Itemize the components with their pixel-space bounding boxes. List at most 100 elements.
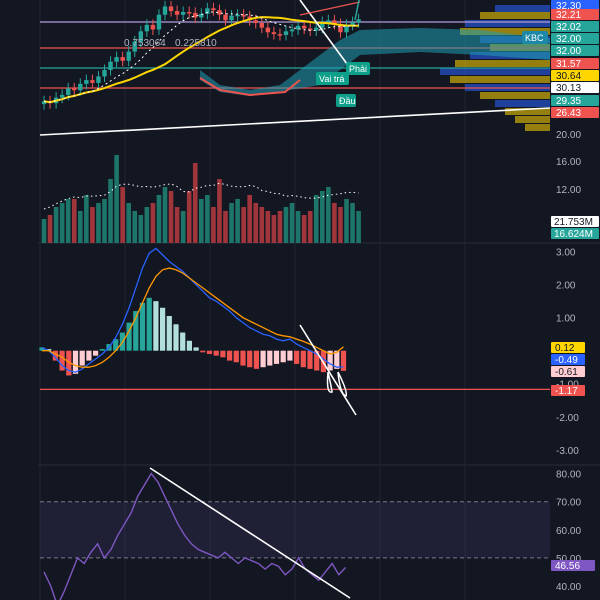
volume-profile-bar [460,28,550,35]
price-tag-value: 31.57 [556,59,581,70]
macd-value: 0.12 [555,343,575,354]
candle-body [205,8,210,14]
macd-value-tag [551,342,585,353]
volume-bar [47,215,53,243]
macd-histogram-bar [220,350,226,358]
volume-bar [162,187,168,243]
candle-body [223,14,228,21]
macd-histogram-bar [59,350,65,371]
candle-body [168,6,174,12]
ichimoku-cloud [200,28,550,96]
macd-histogram-bar [193,347,199,351]
candle-body [102,70,107,77]
volume-bar [192,163,198,243]
volume-bar [235,199,240,243]
volume-bar [301,215,307,243]
macd-histogram-bar [260,350,266,368]
symbol-label-box [522,31,548,44]
candle-body [326,20,331,23]
macd-histogram-bar [280,350,286,363]
macd-axis-tick: -3.00 [556,446,579,457]
macd-value: -0.61 [555,367,578,378]
volume-bar [186,191,192,243]
rsi-axis-tick: 70.00 [556,498,581,509]
candle-body [229,15,234,21]
macd-histogram-bar [180,332,186,351]
volume-bar [90,207,95,243]
candle-body [265,27,271,33]
candle-body [72,88,77,91]
volume-bar [41,219,47,243]
volume-profile-bar [480,92,550,99]
candle-body [193,12,198,18]
macd-histogram-bar [66,350,72,376]
volume-bar [326,187,331,243]
volume-bar [144,207,150,243]
candle-body [120,57,125,61]
volume-profile-bar [480,12,550,19]
candle-body [150,24,156,30]
macd-histogram-bar [253,350,259,369]
label-head-box [336,94,356,107]
macd-histogram-bar [146,297,152,351]
volume-bar [126,203,131,243]
price-tag [551,58,599,69]
candle-body [66,88,71,95]
macd-histogram-bar [233,350,239,363]
volume-axis-tick: 12.00 [556,185,581,196]
label-left-shoulder-box [316,72,349,85]
macd-histogram-bar [186,340,192,351]
candle-body [295,25,301,30]
volume-bar [114,155,119,243]
macd-histogram-bar [79,350,85,366]
volume-bar [289,203,295,243]
candle-body [138,31,143,42]
volume-bar [78,211,83,243]
candle-body [356,19,361,23]
trendline-green [354,0,360,21]
rsi-value: 46.56 [555,561,580,572]
fib-ratio-label: 0.225810 [175,38,217,49]
volume-bar [320,191,325,243]
label-head: Đầu [339,96,356,106]
candle-body [199,13,204,18]
moving-average-slow [43,16,359,104]
candle-body [344,24,349,33]
rsi-band-fill [40,501,550,558]
volume-bar [259,207,265,243]
volume-bar [307,211,313,243]
macd-histogram-bar [287,350,293,361]
volume-profile-bar [525,124,550,131]
volume-bar [283,207,289,243]
macd-histogram-bar [300,350,306,368]
label-right-shoulder-box [346,62,370,75]
volume-profile-bar [440,68,550,75]
volume-value: 21.753M [554,217,593,228]
volume-bar [132,211,138,243]
volume-bar [223,211,228,243]
rsi-line [43,472,347,600]
candle-body [253,20,258,24]
trendline-support [39,107,551,136]
volume-bar [150,203,156,243]
volume-bar [205,195,210,243]
price-tag [551,82,599,93]
volume-profile-bar [495,100,550,107]
price-tag-value: 32.00 [556,34,581,45]
fib-ratio-label: 0.753064 [124,38,166,49]
candle-body [289,29,295,32]
volume-axis-tick: 16.00 [556,157,581,168]
price-tag [551,0,599,11]
price-tag-value: 32.30 [556,1,581,12]
macd-axis-tick: -2.00 [556,413,579,424]
macd-histogram-bar [273,350,280,364]
candle-body [84,80,89,84]
ichimoku-span-b [199,77,301,97]
volume-bar [53,207,59,243]
macd-histogram-bar [126,322,132,351]
volume-profile-bar [515,116,550,123]
candle-body [162,6,168,15]
label-right-shoulder: Phải [349,64,367,74]
candle-body [41,101,47,105]
